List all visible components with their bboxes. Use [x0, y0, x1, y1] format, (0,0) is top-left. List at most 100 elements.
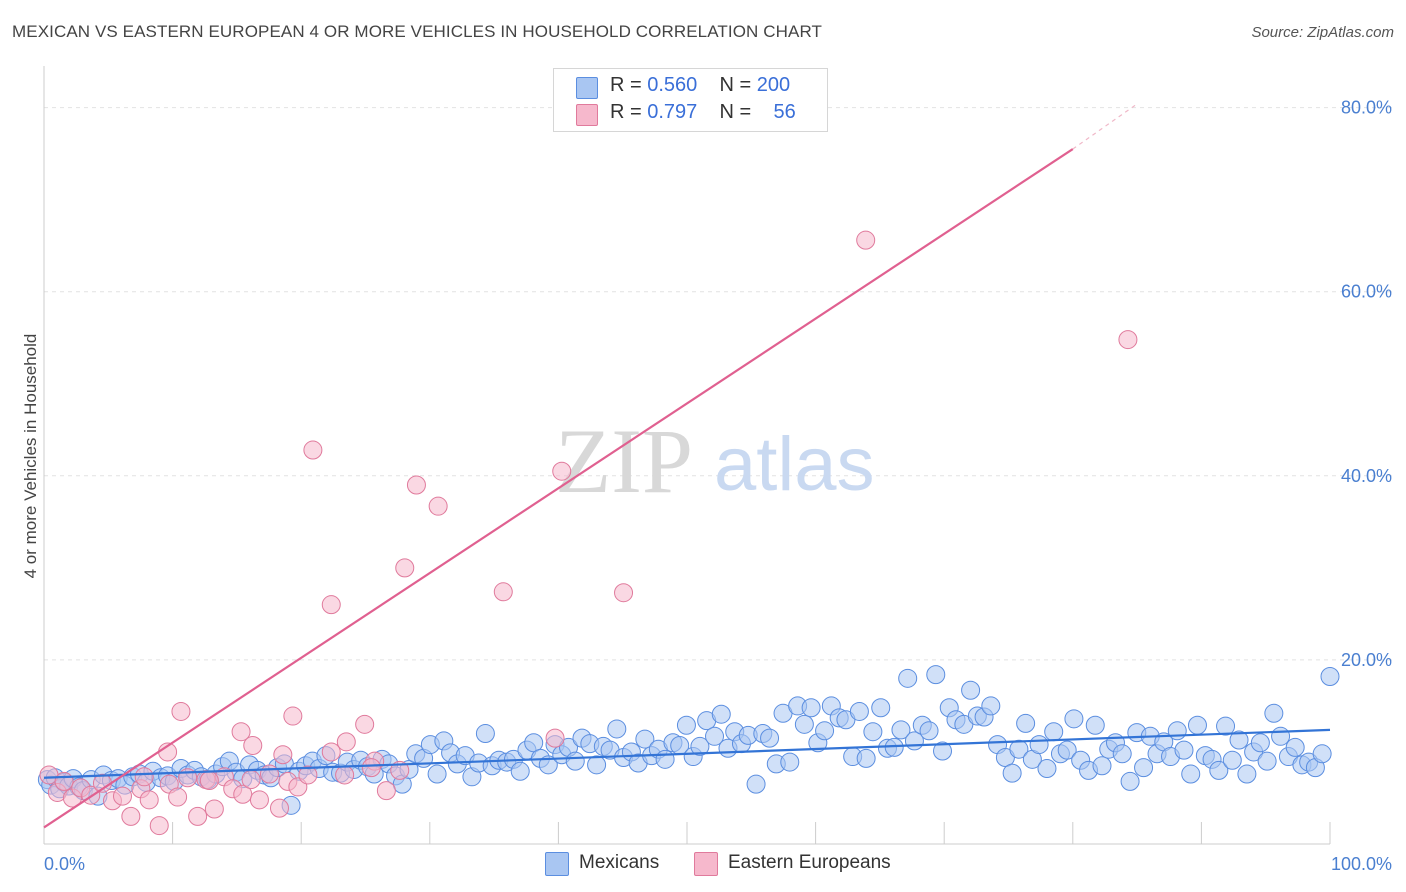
legend-n-label: N = — [719, 74, 752, 96]
point-eastern-europeans — [134, 767, 154, 787]
trend-line-eastern-europeans — [43, 148, 1074, 829]
watermark-zip: ZIP — [555, 410, 693, 512]
point-mexicans — [1264, 703, 1284, 723]
point-eastern-europeans — [321, 595, 341, 615]
point-mexicans — [1120, 771, 1140, 791]
point-mexicans — [565, 751, 585, 771]
point-mexicans — [655, 749, 675, 769]
bottom-legend-swatch-mexicans — [545, 852, 569, 876]
point-eastern-europeans — [149, 816, 169, 836]
point-eastern-europeans — [321, 742, 341, 762]
point-eastern-europeans — [171, 701, 191, 721]
point-mexicans — [1209, 760, 1229, 780]
trend-line-mexicans — [43, 728, 1331, 779]
bottom-legend-swatch-eastern-europeans — [694, 852, 718, 876]
point-eastern-europeans — [303, 440, 323, 460]
point-mexicans — [961, 680, 981, 700]
point-mexicans — [1174, 740, 1194, 760]
point-mexicans — [815, 721, 835, 741]
point-mexicans — [794, 714, 814, 734]
legend-r-label: R = — [610, 74, 642, 96]
point-mexicans — [1167, 721, 1187, 741]
point-eastern-europeans — [395, 558, 415, 578]
point-mexicans — [1237, 764, 1257, 784]
bottom-legend-label-mexicans: Mexicans — [579, 852, 660, 873]
point-mexicans — [1216, 716, 1236, 736]
point-mexicans — [587, 755, 607, 775]
point-eastern-europeans — [361, 758, 381, 778]
point-eastern-europeans — [231, 722, 251, 742]
legend-n-value: 56 — [773, 101, 796, 123]
y-axis-label: 4 or more Vehicles in Household — [21, 334, 40, 579]
legend-swatch-eastern-europeans — [576, 104, 598, 126]
point-eastern-europeans — [249, 790, 269, 810]
legend-n-label: N = — [719, 101, 752, 123]
point-mexicans — [898, 668, 918, 688]
point-eastern-europeans — [856, 230, 876, 250]
point-mexicans — [801, 698, 821, 718]
point-mexicans — [933, 741, 953, 761]
point-eastern-europeans — [204, 799, 224, 819]
gridlines — [44, 107, 1394, 661]
y-tick-label: 40.0% — [1341, 466, 1392, 486]
point-mexicans — [1002, 763, 1022, 783]
point-mexicans — [538, 755, 558, 775]
legend-r-value: 0.560 — [647, 74, 698, 96]
point-mexicans — [746, 774, 766, 794]
point-mexicans — [690, 736, 710, 756]
trend-line-extension — [1072, 103, 1138, 150]
point-mexicans — [891, 720, 911, 740]
point-mexicans — [863, 722, 883, 742]
point-eastern-europeans — [168, 787, 188, 807]
point-mexicans — [1312, 744, 1332, 764]
point-eastern-europeans — [336, 732, 356, 752]
point-mexicans — [1222, 750, 1242, 770]
watermark-atlas: atlas — [714, 422, 875, 507]
point-mexicans — [676, 715, 696, 735]
point-mexicans — [856, 748, 876, 768]
point-mexicans — [849, 701, 869, 721]
point-eastern-europeans — [1118, 330, 1138, 350]
point-eastern-europeans — [298, 765, 318, 785]
series-layer — [37, 230, 1340, 836]
point-mexicans — [760, 728, 780, 748]
point-mexicans — [705, 726, 725, 746]
point-mexicans — [427, 764, 447, 784]
y-tick-label: 60.0% — [1341, 282, 1392, 302]
point-eastern-europeans — [428, 496, 448, 516]
point-eastern-europeans — [283, 706, 303, 726]
point-eastern-europeans — [552, 461, 572, 481]
point-eastern-europeans — [545, 728, 565, 748]
x-tick-label: 0.0% — [44, 854, 85, 874]
y-tick-label: 80.0% — [1341, 98, 1392, 118]
point-mexicans — [475, 724, 495, 744]
point-eastern-europeans — [54, 771, 74, 791]
tick-labels: 20.0% 40.0% 60.0% 80.0% 0.0% 100.0% — [44, 98, 1392, 874]
point-mexicans — [1229, 730, 1249, 750]
bottom-legend-label-eastern-europeans: Eastern Europeans — [728, 852, 891, 873]
trend-layer — [43, 103, 1331, 829]
point-mexicans — [1029, 735, 1049, 755]
point-eastern-europeans — [139, 790, 159, 810]
point-eastern-europeans — [406, 475, 426, 495]
point-mexicans — [1009, 739, 1029, 759]
point-eastern-europeans — [259, 764, 279, 784]
point-eastern-europeans — [112, 786, 132, 806]
point-mexicans — [510, 761, 530, 781]
point-mexicans — [1134, 758, 1154, 778]
point-eastern-europeans — [121, 806, 141, 826]
point-mexicans — [1085, 715, 1105, 735]
point-eastern-europeans — [390, 760, 410, 780]
point-mexicans — [1250, 733, 1270, 753]
point-eastern-europeans — [269, 798, 289, 818]
point-mexicans — [1092, 756, 1112, 776]
chart-title: MEXICAN VS EASTERN EUROPEAN 4 OR MORE VE… — [12, 22, 822, 41]
point-mexicans — [1044, 722, 1064, 742]
point-mexicans — [1037, 759, 1057, 779]
point-mexicans — [711, 704, 731, 724]
point-mexicans — [871, 698, 891, 718]
point-mexicans — [981, 696, 1001, 716]
point-eastern-europeans — [376, 781, 396, 801]
point-eastern-europeans — [241, 770, 261, 790]
